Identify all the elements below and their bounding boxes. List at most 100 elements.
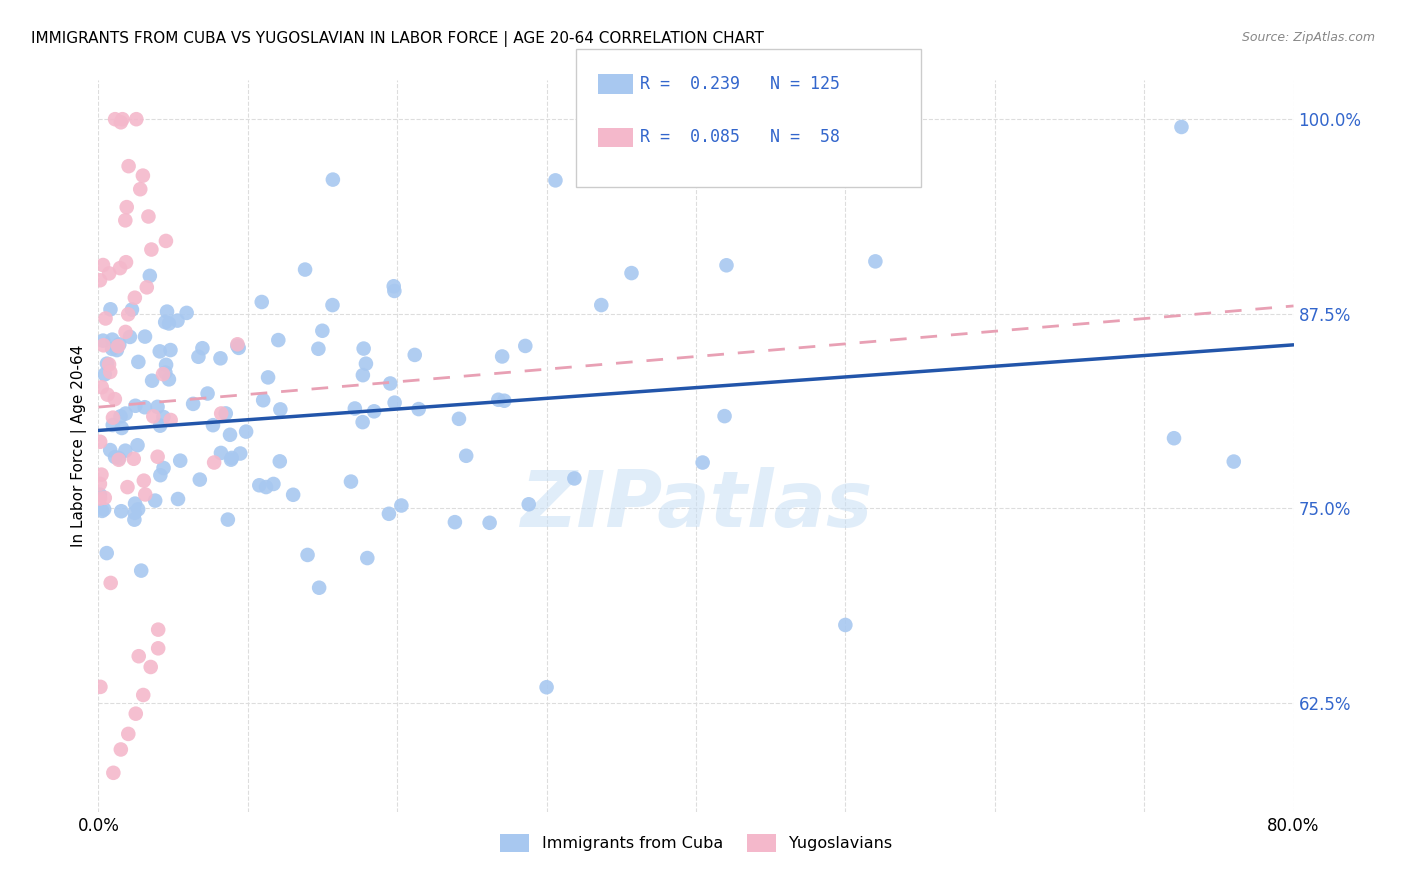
Point — [91, 258, 114, 272]
Point — [91, 504, 114, 518]
Point — [128, 649, 150, 664]
Point — [122, 451, 145, 466]
Point — [124, 291, 146, 305]
Point — [118, 330, 141, 344]
Point — [139, 660, 162, 674]
Point — [111, 112, 134, 127]
Point — [89, 434, 111, 449]
Point — [148, 641, 170, 656]
Point — [98, 443, 121, 458]
Point — [716, 258, 738, 272]
Point — [352, 368, 374, 383]
Point — [252, 393, 274, 408]
Point — [125, 112, 148, 127]
Point — [93, 338, 115, 352]
Point — [110, 504, 132, 518]
Point — [209, 351, 232, 366]
Point — [125, 706, 148, 721]
Point — [96, 546, 118, 560]
Point — [267, 333, 290, 347]
Legend: Immigrants from Cuba, Yugoslavians: Immigrants from Cuba, Yugoslavians — [494, 828, 898, 859]
Point — [114, 325, 136, 339]
Point — [363, 404, 385, 418]
Point — [143, 493, 166, 508]
Point — [108, 261, 131, 276]
Point — [536, 680, 558, 694]
Point — [152, 461, 174, 475]
Point — [101, 342, 124, 356]
Point — [100, 576, 122, 591]
Point — [93, 502, 115, 516]
Point — [494, 393, 516, 408]
Point — [187, 350, 209, 364]
Point — [104, 450, 127, 464]
Point — [107, 339, 129, 353]
Point — [384, 395, 406, 409]
Point — [89, 491, 111, 506]
Point — [156, 304, 179, 318]
Point — [444, 515, 467, 529]
Point — [94, 311, 117, 326]
Point — [356, 551, 378, 566]
Point — [124, 497, 146, 511]
Point — [101, 417, 124, 432]
Point — [404, 348, 426, 362]
Point — [159, 343, 181, 357]
Point — [322, 172, 344, 186]
Point — [132, 474, 155, 488]
Point — [167, 491, 190, 506]
Point — [90, 467, 112, 482]
Point — [228, 341, 250, 355]
Point — [94, 491, 117, 505]
Point — [1223, 454, 1246, 468]
Point — [159, 413, 181, 427]
Point — [517, 497, 540, 511]
Point — [176, 306, 198, 320]
Point — [1170, 120, 1192, 134]
Point — [515, 339, 537, 353]
Point — [221, 450, 243, 465]
Point — [197, 386, 219, 401]
Point — [146, 450, 169, 464]
Point — [486, 392, 509, 407]
Point — [89, 488, 111, 502]
Point — [219, 427, 242, 442]
Point — [117, 727, 139, 741]
Point — [478, 516, 501, 530]
Point — [247, 478, 270, 492]
Point — [146, 400, 169, 414]
Point — [124, 513, 146, 527]
Point — [257, 370, 280, 384]
Point — [692, 456, 714, 470]
Point — [1163, 431, 1185, 445]
Point — [142, 409, 165, 424]
Point — [107, 452, 129, 467]
Point — [544, 173, 567, 187]
Point — [340, 475, 363, 489]
Point — [352, 415, 374, 429]
Point — [343, 401, 366, 416]
Point — [620, 266, 643, 280]
Point — [117, 480, 139, 494]
Point — [217, 512, 239, 526]
Y-axis label: In Labor Force | Age 20-64: In Labor Force | Age 20-64 — [72, 345, 87, 547]
Point — [215, 406, 238, 420]
Point — [250, 295, 273, 310]
Point — [157, 372, 180, 386]
Point — [834, 618, 856, 632]
Point — [104, 112, 127, 127]
Point — [254, 480, 277, 494]
Point — [229, 446, 252, 460]
Point — [269, 454, 291, 468]
Point — [307, 342, 329, 356]
Point — [491, 350, 513, 364]
Point — [96, 387, 118, 401]
Point — [124, 506, 146, 520]
Point — [353, 342, 375, 356]
Point — [127, 438, 149, 452]
Point — [89, 680, 111, 694]
Point — [135, 280, 157, 294]
Point — [110, 742, 132, 756]
Point — [155, 358, 177, 372]
Point — [149, 468, 172, 483]
